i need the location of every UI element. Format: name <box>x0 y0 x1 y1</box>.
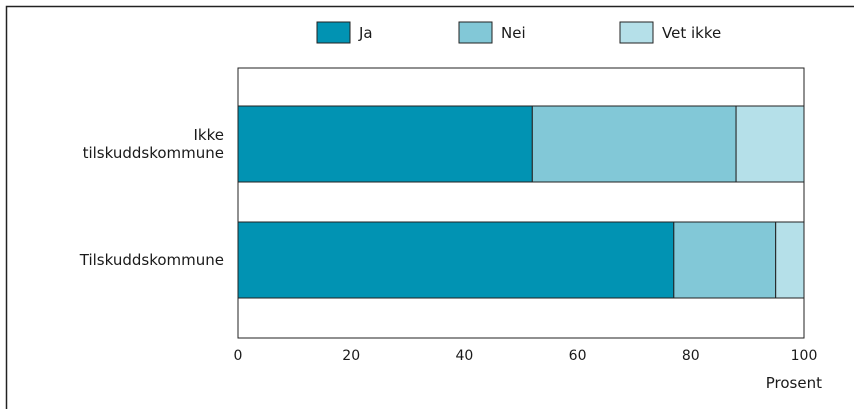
legend-swatch-ja <box>316 21 351 44</box>
bar-1-vet-ikke <box>735 105 805 183</box>
bar-1-nei <box>531 105 737 183</box>
legend: Ja Nei Vet ikke <box>316 21 721 44</box>
x-axis-label: Prosent <box>766 374 822 392</box>
x-tick-label-80: 80 <box>682 348 700 364</box>
category-label-1-line-1: Ikke <box>194 126 225 144</box>
legend-label-ja: Ja <box>358 24 373 42</box>
x-tick-label-100: 100 <box>791 348 818 364</box>
x-tick-label-40: 40 <box>455 348 473 364</box>
plot-area <box>237 67 805 339</box>
legend-swatch-nei <box>458 21 493 44</box>
outer-frame <box>5 5 854 409</box>
bar-2-vet-ikke <box>775 221 805 299</box>
x-tick-label-0: 0 <box>234 348 243 364</box>
x-axis-ticks: 0 20 40 60 80 100 <box>234 348 818 364</box>
bar-2-nei <box>673 221 777 299</box>
bar-1-ja <box>237 105 533 183</box>
bar-2-ja <box>237 221 675 299</box>
bars <box>237 105 805 299</box>
x-tick-label-20: 20 <box>342 348 360 364</box>
category-label-2-line-1: Tilskuddskommune <box>79 251 224 269</box>
legend-label-vet-ikke: Vet ikke <box>662 24 721 42</box>
legend-swatch-vet-ikke <box>619 21 654 44</box>
legend-label-nei: Nei <box>501 24 526 42</box>
category-label-1-line-2: tilskuddskommune <box>83 144 224 162</box>
x-tick-label-60: 60 <box>569 348 587 364</box>
